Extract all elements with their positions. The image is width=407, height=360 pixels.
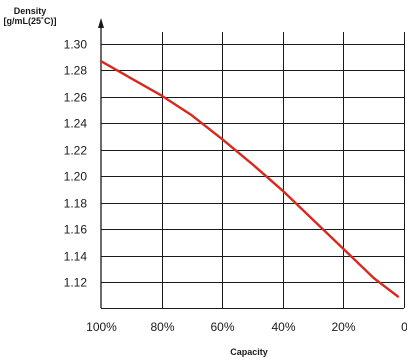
grid-lines <box>101 32 405 309</box>
y-tick-label: 1.12 <box>64 276 88 290</box>
tick-labels: 1.30 1.28 1.26 1.24 1.22 1.20 1.18 1.16 1.14 1.12… <box>64 38 407 335</box>
axis-titles: Density [g/mL(25˚C)] Capacity <box>4 6 268 357</box>
x-tick-label: 0 <box>401 320 407 334</box>
x-tick-label: 40% <box>271 320 295 334</box>
y-tick-label: 1.28 <box>64 64 88 78</box>
x-axis-title: Capacity <box>230 347 268 357</box>
y-tick-label: 1.14 <box>64 250 88 264</box>
x-tick-label: 20% <box>331 320 355 334</box>
x-tick-label: 80% <box>150 320 174 334</box>
axes <box>98 18 104 308</box>
x-tick-label: 100% <box>86 320 117 334</box>
y-tick-label: 1.20 <box>64 170 88 184</box>
y-tick-label: 1.18 <box>64 197 88 211</box>
y-axis-unit: [g/mL(25˚C)] <box>4 16 57 26</box>
y-tick-label: 1.30 <box>64 38 88 52</box>
data-series <box>99 60 400 298</box>
y-tick-label: 1.24 <box>64 117 88 131</box>
density-curve <box>99 60 400 298</box>
x-tick-label: 60% <box>210 320 234 334</box>
y-tick-label: 1.16 <box>64 223 88 237</box>
y-tick-label: 1.22 <box>64 144 88 158</box>
y-axis-title: Density <box>14 6 47 16</box>
y-tick-label: 1.26 <box>64 91 88 105</box>
y-axis-arrow-icon <box>98 18 104 28</box>
